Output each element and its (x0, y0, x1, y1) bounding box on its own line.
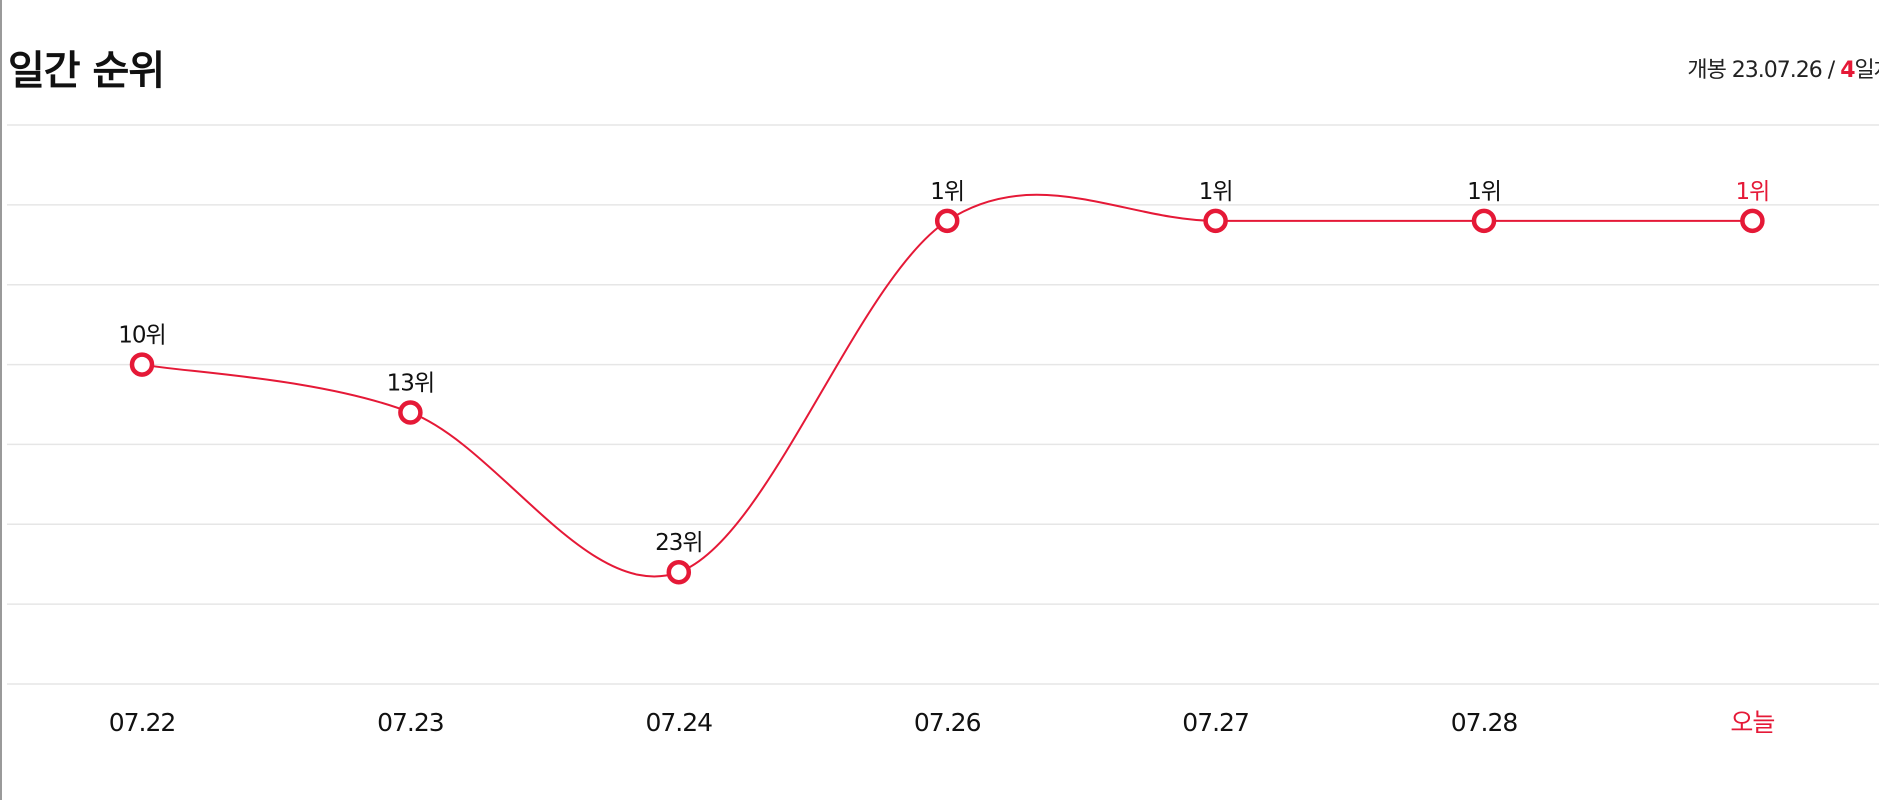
release-date: 개봉 23.07.26 (1687, 58, 1822, 83)
rank-label: 1위 (1199, 179, 1233, 205)
rank-line (141, 193, 1753, 578)
rank-label: 1위 (1467, 179, 1501, 205)
x-tick-label: 오늘 (1730, 708, 1774, 737)
x-tick-label: 07.28 (1451, 708, 1518, 737)
x-tick-label: 07.27 (1182, 708, 1249, 737)
x-tick-label: 07.24 (646, 708, 713, 737)
rank-point (1740, 208, 1765, 234)
section-title: 일간 순위 (8, 48, 165, 94)
rank-label: 1위 (1736, 179, 1770, 205)
release-info: 개봉 23.07.26 / 4일차 (1687, 52, 1879, 84)
day-number: 4 (1840, 58, 1855, 83)
x-tick-label: 07.22 (109, 708, 176, 737)
rank-label: 1위 (930, 179, 964, 205)
separator: / (1827, 58, 1835, 83)
x-tick-label: 07.26 (914, 708, 981, 737)
rank-point (398, 400, 423, 425)
rank-point (1203, 208, 1228, 234)
rank-point (1471, 208, 1497, 234)
rank-label: 13위 (387, 370, 434, 396)
rank-point (934, 208, 960, 234)
rank-label: 23위 (655, 530, 702, 556)
day-suffix: 일차 (1854, 58, 1879, 83)
rank-label: 10위 (118, 323, 165, 349)
rank-point (666, 559, 692, 585)
rank-point (129, 352, 155, 377)
x-tick-label: 07.23 (377, 708, 444, 737)
